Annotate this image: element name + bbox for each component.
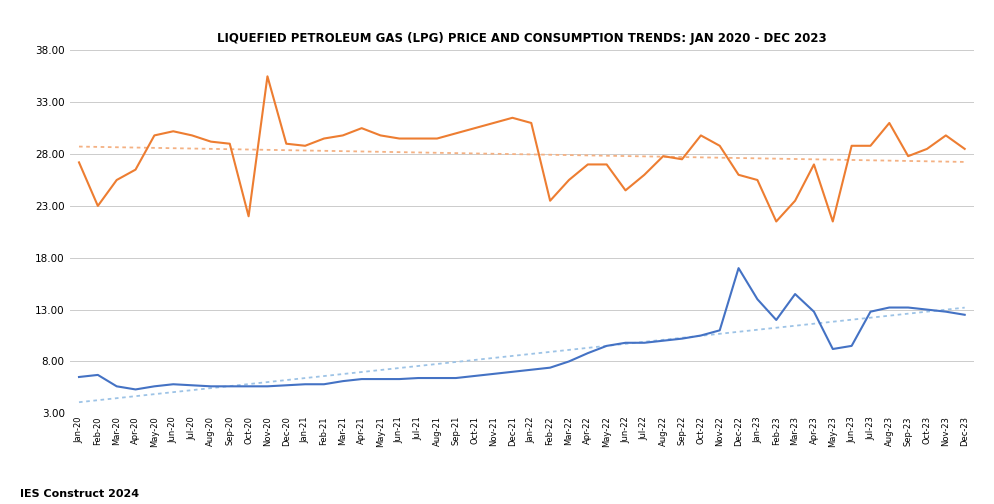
Title: LIQUEFIED PETROLEUM GAS (LPG) PRICE AND CONSUMPTION TRENDS: JAN 2020 - DEC 2023: LIQUEFIED PETROLEUM GAS (LPG) PRICE AND … [217,32,827,45]
Text: IES Construct 2024: IES Construct 2024 [20,489,139,499]
